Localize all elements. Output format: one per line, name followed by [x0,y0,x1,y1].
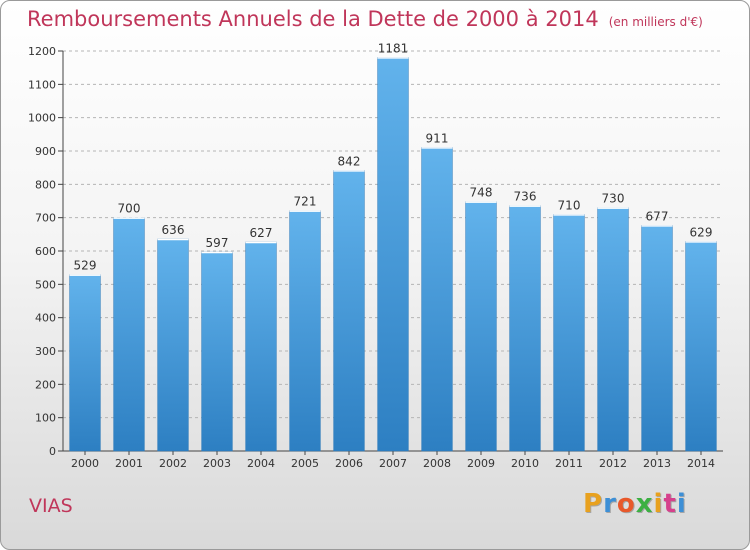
bar [377,57,409,452]
data-label: 748 [470,186,493,200]
bar [553,214,585,452]
bar [289,210,321,452]
logo-letter: o [616,489,636,519]
data-label: 627 [250,226,273,240]
y-tick-label: 300 [35,345,56,358]
bar [157,238,189,452]
x-tick-label: 2009 [467,457,495,470]
y-tick-label: 800 [35,178,56,191]
logo-letter: i [676,489,687,519]
proxiti-logo: Proxiti [583,489,687,519]
bar [465,201,497,452]
data-label: 736 [514,190,537,204]
data-label: 529 [74,259,97,273]
bar [509,205,541,452]
data-label: 911 [426,131,449,145]
bar [69,274,101,452]
logo-letter: P [583,489,604,519]
x-tick-label: 2007 [379,457,407,470]
y-tick-label: 400 [35,312,56,325]
x-tick-label: 2012 [599,457,627,470]
y-tick-label: 1100 [28,78,56,91]
x-tick-label: 2014 [687,457,715,470]
x-tick-label: 2011 [555,457,583,470]
bar [685,241,717,452]
bar [113,217,145,452]
chart-title-text: Remboursements Annuels de la Dette de 20… [27,7,599,31]
bar [245,241,277,452]
y-tick-label: 1200 [28,45,56,58]
data-label: 721 [294,195,317,209]
y-tick-label: 700 [35,212,56,225]
logo-letter: i [653,489,664,519]
x-tick-label: 2004 [247,457,275,470]
x-tick-label: 2002 [159,457,187,470]
bar [641,225,673,452]
y-tick-label: 500 [35,278,56,291]
data-label: 730 [602,192,625,206]
data-label: 677 [646,209,669,223]
data-labels: 529 700 636 597 627 721 842 1181 911 748 736 710 730… [74,41,713,272]
y-tick-label: 1000 [28,112,56,125]
bars [69,57,717,452]
x-tick-label: 2005 [291,457,319,470]
logo-letter: x [635,489,654,519]
y-tick-label: 200 [35,378,56,391]
x-tick-label: 2008 [423,457,451,470]
data-label: 700 [118,202,141,216]
x-tick-label: 2001 [115,457,143,470]
axes: 0 100 200 300 400 500 600 700 800 900 1000 1100 1200… [28,45,723,470]
x-tick-label: 2003 [203,457,231,470]
bar [333,170,365,452]
y-tick-label: 900 [35,145,56,158]
y-tick-label: 600 [35,245,56,258]
data-label: 597 [206,236,229,250]
bar [421,147,453,452]
data-label: 629 [690,225,713,239]
data-label: 636 [162,223,185,237]
x-tick-label: 2006 [335,457,363,470]
x-tick-label: 2000 [71,457,99,470]
data-label: 710 [558,198,581,212]
x-tick-label: 2010 [511,457,539,470]
y-tick-label: 100 [35,412,56,425]
logo-letter: r [603,489,617,519]
data-label: 1181 [378,41,409,55]
logo-letter: t [663,489,677,519]
chart-unit: (en milliers d'€) [608,15,703,29]
y-tick-label: 0 [49,445,56,458]
bar [597,207,629,452]
commune-name: VIAS [29,495,73,517]
x-tick-label: 2013 [643,457,671,470]
chart-title: Remboursements Annuels de la Dette de 20… [27,7,703,31]
bar [201,251,233,452]
data-label: 842 [338,154,361,168]
